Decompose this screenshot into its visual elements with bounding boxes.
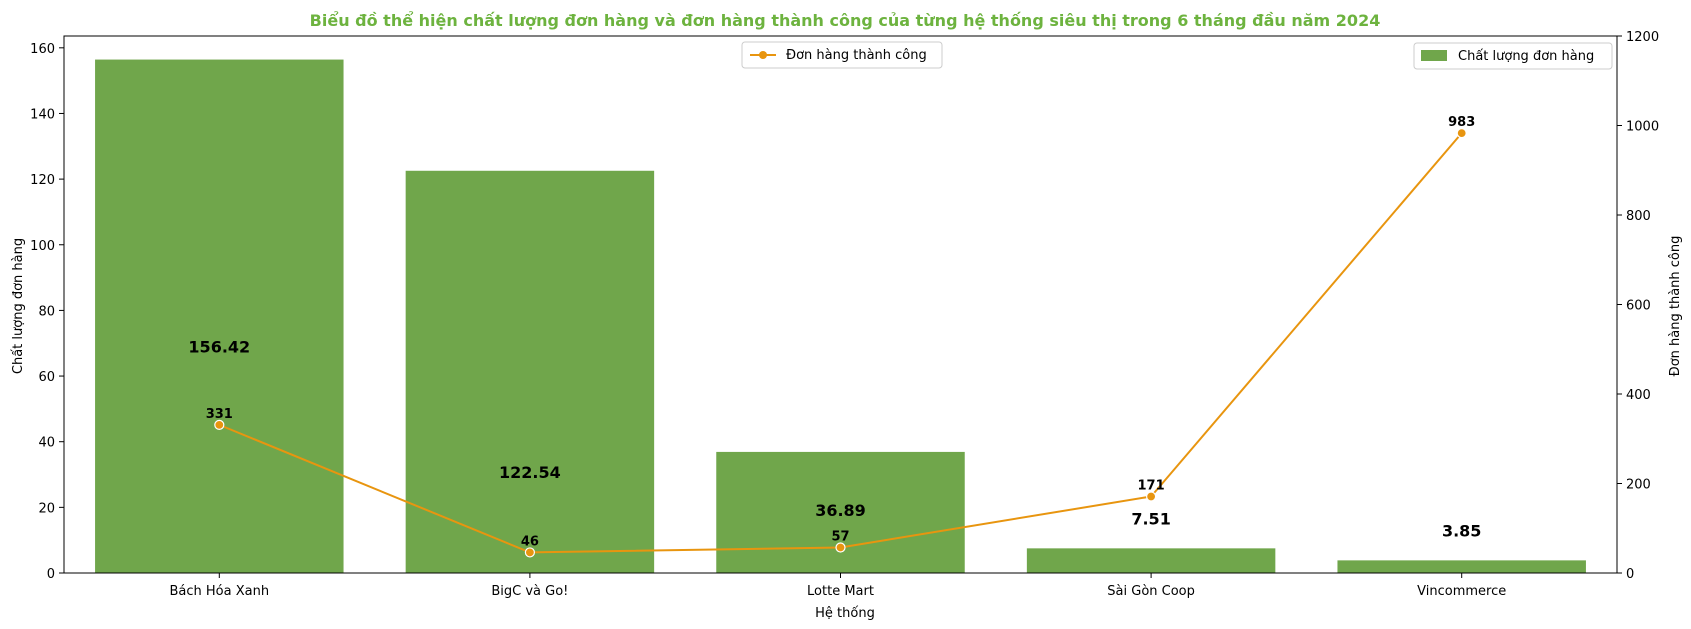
- chart-title: Biểu đồ thể hiện chất lượng đơn hàng và …: [310, 11, 1381, 30]
- bar-2: [716, 451, 965, 573]
- line-point-0: [214, 419, 225, 430]
- legend-bar: Chất lượng đơn hàng: [1413, 42, 1613, 70]
- bars-layer: [95, 59, 1586, 573]
- x-tick-label-3: Sài Gòn Coop: [1107, 584, 1195, 599]
- bar-value-label-3: 7.51: [1131, 509, 1170, 528]
- y-right-tick-label-3: 600: [1626, 299, 1651, 314]
- y-right-tick-label-1: 200: [1626, 478, 1651, 493]
- x-tick-label-1: BigC và Go!: [491, 584, 568, 599]
- x-tick-label-0: Bách Hóa Xanh: [170, 584, 270, 599]
- line-value-label-0: 331: [206, 407, 233, 422]
- legend-bar-box: [1413, 42, 1613, 70]
- bar-1: [405, 170, 655, 573]
- y-left-tick-label-2: 40: [38, 436, 55, 451]
- y-axis-label-left: Chất lượng đơn hàng: [11, 238, 26, 374]
- y-left-tick-label-7: 140: [30, 107, 55, 122]
- y-right-tick-label-2: 400: [1626, 388, 1651, 403]
- y-left-tick-label-8: 160: [30, 42, 55, 57]
- x-tick-label-4: Vincommerce: [1417, 584, 1506, 599]
- legend-bar-swatch: [1421, 50, 1447, 61]
- y-right-tick-label-0: 0: [1626, 567, 1634, 582]
- line-value-label-3: 171: [1138, 478, 1165, 493]
- legend-line-box: [741, 41, 943, 69]
- line-layer: 331 46 57 171 983: [206, 115, 1475, 558]
- line-value-label-4: 983: [1448, 115, 1475, 130]
- bar-4: [1337, 560, 1586, 573]
- y-left-tick-label-5: 100: [30, 239, 55, 254]
- line-value-label-1: 46: [521, 534, 539, 549]
- y-left-tick-label-1: 20: [38, 501, 55, 516]
- bar-value-label-0: 156.42: [188, 338, 250, 357]
- line-value-label-2: 57: [831, 529, 849, 544]
- line-point-4: [1456, 128, 1467, 139]
- y-left-tick-label-3: 60: [38, 370, 55, 385]
- axes-layer: 0 20 40 60 80 100 120 140 160 0 200 400 600 800 1000 12…: [30, 30, 1659, 599]
- bar-3: [1026, 548, 1276, 573]
- y-axis-label-right: Đơn hàng thành công: [1668, 236, 1683, 377]
- x-tick-label-2: Lotte Mart: [807, 584, 874, 599]
- line-point-1: [524, 547, 536, 558]
- line-point-3: [1145, 491, 1157, 502]
- y-right-tick-label-4: 800: [1626, 209, 1651, 224]
- y-left-tick-label-4: 80: [38, 304, 55, 319]
- bar-value-label-2: 36.89: [815, 501, 866, 520]
- bar-labels-layer: 156.42 122.54 36.89 7.51 3.85: [188, 338, 1481, 541]
- y-right-tick-label-5: 1000: [1626, 120, 1659, 135]
- legend-bar-label: Chất lượng đơn hàng: [1458, 49, 1594, 64]
- bar-0: [95, 59, 344, 573]
- legend-line: Đơn hàng thành công: [741, 41, 943, 69]
- bar-value-label-1: 122.54: [499, 463, 561, 482]
- legend-line-marker: [759, 51, 767, 59]
- y-left-tick-label-0: 0: [47, 567, 55, 582]
- y-left-tick-label-6: 120: [30, 173, 55, 188]
- y-right-tick-label-6: 1200: [1626, 30, 1659, 45]
- legend-line-label: Đơn hàng thành công: [786, 48, 927, 63]
- line-point-2: [835, 542, 846, 553]
- bar-value-label-4: 3.85: [1442, 521, 1481, 540]
- x-axis-label: Hệ thống: [815, 606, 875, 621]
